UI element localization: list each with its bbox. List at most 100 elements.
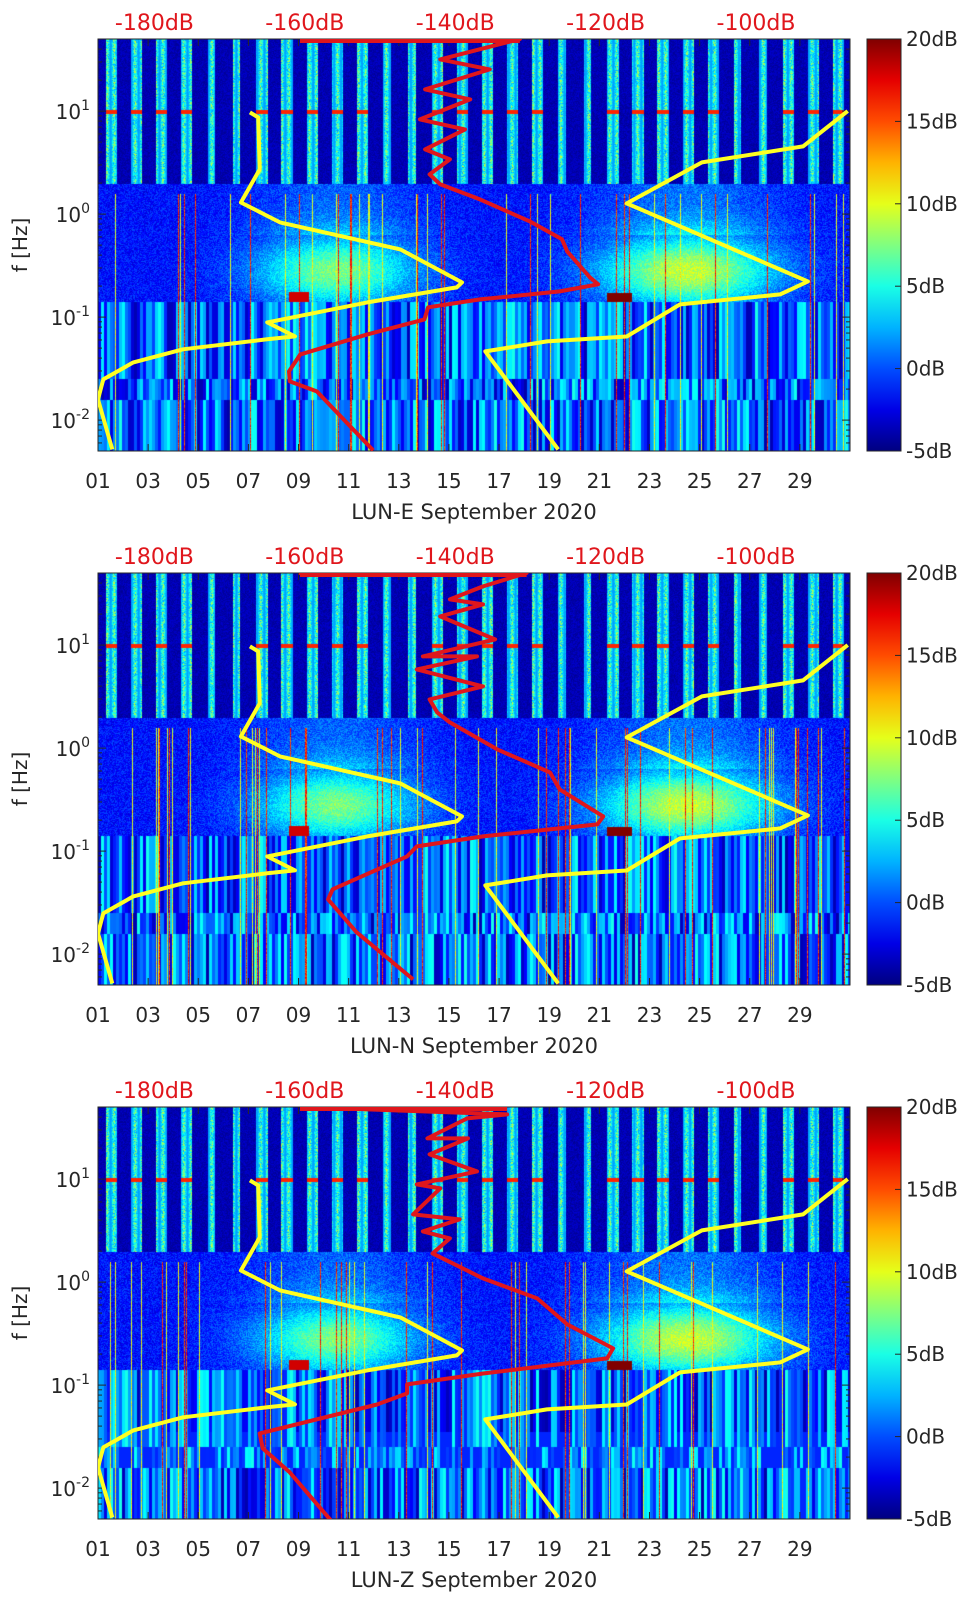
x-axis-label: LUN-N September 2020 — [350, 1034, 598, 1058]
top-db-label: -120dB — [566, 11, 645, 36]
high-noise-model-line — [483, 1177, 849, 1519]
y-tick-label: 10-2 — [51, 941, 90, 967]
curves — [98, 39, 849, 451]
panel-1: 01 03 05 07 09 11 13 15 17 19 21 23 25 27 29 101 100 10-1… — [8, 11, 958, 524]
x-tick-label: 05 — [186, 1003, 211, 1027]
x-tick-label: 03 — [135, 469, 160, 493]
x-tick-label: 29 — [787, 469, 812, 493]
top-db-label: -100dB — [717, 11, 796, 36]
x-tick-label: 23 — [637, 1003, 662, 1027]
top-db-label: -140dB — [416, 11, 495, 36]
x-tick-label: 01 — [85, 469, 110, 493]
y-tick-label: 100 — [56, 201, 90, 227]
y-tick-label: 10-2 — [51, 407, 90, 433]
x-tick-label: 13 — [386, 469, 411, 493]
top-db-label: -160dB — [265, 545, 344, 570]
high-noise-model-line — [483, 109, 849, 451]
colorbar-label: 10dB — [906, 726, 958, 750]
x-tick-label: 21 — [587, 1537, 612, 1561]
y-tick-label: 101 — [56, 632, 90, 658]
x-tick-label: 09 — [286, 469, 311, 493]
median-psd-line — [298, 573, 606, 981]
top-db-label: -140dB — [416, 545, 495, 570]
x-tick-label: 29 — [787, 1003, 812, 1027]
x-tick-label: 15 — [436, 1003, 461, 1027]
colorbar-label: 5dB — [906, 1342, 945, 1366]
top-db-label: -120dB — [566, 545, 645, 570]
top-db-label: -180dB — [115, 11, 194, 36]
colorbar-label: 5dB — [906, 274, 945, 298]
colorbar — [866, 1106, 902, 1520]
x-tick-label: 03 — [135, 1537, 160, 1561]
x-tick-label: 19 — [536, 1003, 561, 1027]
x-tick-label: 11 — [336, 1537, 361, 1561]
top-db-label: -100dB — [717, 545, 796, 570]
x-tick-label: 01 — [85, 1003, 110, 1027]
x-tick-label: 13 — [386, 1003, 411, 1027]
colorbar-label: -5dB — [906, 439, 952, 463]
colorbar — [866, 38, 902, 452]
x-tick-label: 17 — [486, 1537, 511, 1561]
colorbar-label: -5dB — [906, 973, 952, 997]
colorbar-label: 15dB — [906, 643, 958, 667]
colorbar-label: -5dB — [906, 1507, 952, 1531]
x-tick-label: 23 — [637, 469, 662, 493]
curves — [98, 1107, 849, 1519]
x-tick-label: 25 — [687, 1537, 712, 1561]
x-tick-label: 07 — [236, 1003, 261, 1027]
colorbar-label: 10dB — [906, 1260, 958, 1284]
x-tick-label: 05 — [186, 1537, 211, 1561]
panel-2: 01 03 05 07 09 11 13 15 17 19 21 23 25 27 29 101 100 10-1… — [8, 545, 958, 1058]
x-tick-label: 13 — [386, 1537, 411, 1561]
x-tick-label: 25 — [687, 1003, 712, 1027]
median-psd-line — [257, 1107, 616, 1519]
x-tick-label: 21 — [587, 469, 612, 493]
top-db-label: -100dB — [717, 1079, 796, 1104]
colorbar-label: 20dB — [906, 27, 958, 51]
y-tick-label: 10-1 — [51, 1372, 90, 1398]
x-tick-label: 15 — [436, 1537, 461, 1561]
x-tick-label: 25 — [687, 469, 712, 493]
colorbar-label: 20dB — [906, 1095, 958, 1119]
x-tick-label: 19 — [536, 469, 561, 493]
y-tick-label: 100 — [56, 735, 90, 761]
top-db-label: -160dB — [265, 11, 344, 36]
x-tick-label: 27 — [737, 469, 762, 493]
colorbar-label: 20dB — [906, 561, 958, 585]
colorbar-label: 0dB — [906, 1425, 945, 1449]
x-tick-label: 27 — [737, 1537, 762, 1561]
low-noise-model-line — [98, 110, 464, 450]
y-tick-label: 10-2 — [51, 1475, 90, 1501]
top-db-label: -180dB — [115, 545, 194, 570]
x-tick-label: 09 — [286, 1537, 311, 1561]
y-axis-label: f [Hz] — [8, 218, 32, 273]
x-tick-label: 07 — [236, 469, 261, 493]
y-axis-label: f [Hz] — [8, 1286, 32, 1341]
x-tick-label: 29 — [787, 1537, 812, 1561]
x-tick-label: 11 — [336, 1003, 361, 1027]
x-tick-label: 27 — [737, 1003, 762, 1027]
x-tick-label: 17 — [486, 469, 511, 493]
top-db-label: -140dB — [416, 1079, 495, 1104]
curves — [98, 573, 849, 985]
colorbar-label: 0dB — [906, 357, 945, 381]
y-axis-label: f [Hz] — [8, 752, 32, 807]
colorbar-label: 5dB — [906, 808, 945, 832]
colorbar-label: 15dB — [906, 1177, 958, 1201]
y-tick-label: 10-1 — [51, 304, 90, 330]
x-tick-label: 23 — [637, 1537, 662, 1561]
y-tick-label: 100 — [56, 1269, 90, 1295]
x-tick-label: 17 — [486, 1003, 511, 1027]
x-tick-label: 15 — [436, 469, 461, 493]
y-tick-label: 101 — [56, 1166, 90, 1192]
colorbar — [866, 572, 902, 986]
x-tick-label: 01 — [85, 1537, 110, 1561]
high-noise-model-line — [483, 643, 849, 985]
y-tick-label: 10-1 — [51, 838, 90, 864]
y-tick-label: 101 — [56, 98, 90, 124]
top-db-label: -180dB — [115, 1079, 194, 1104]
x-tick-label: 21 — [587, 1003, 612, 1027]
x-axis-label: LUN-E September 2020 — [351, 500, 596, 524]
